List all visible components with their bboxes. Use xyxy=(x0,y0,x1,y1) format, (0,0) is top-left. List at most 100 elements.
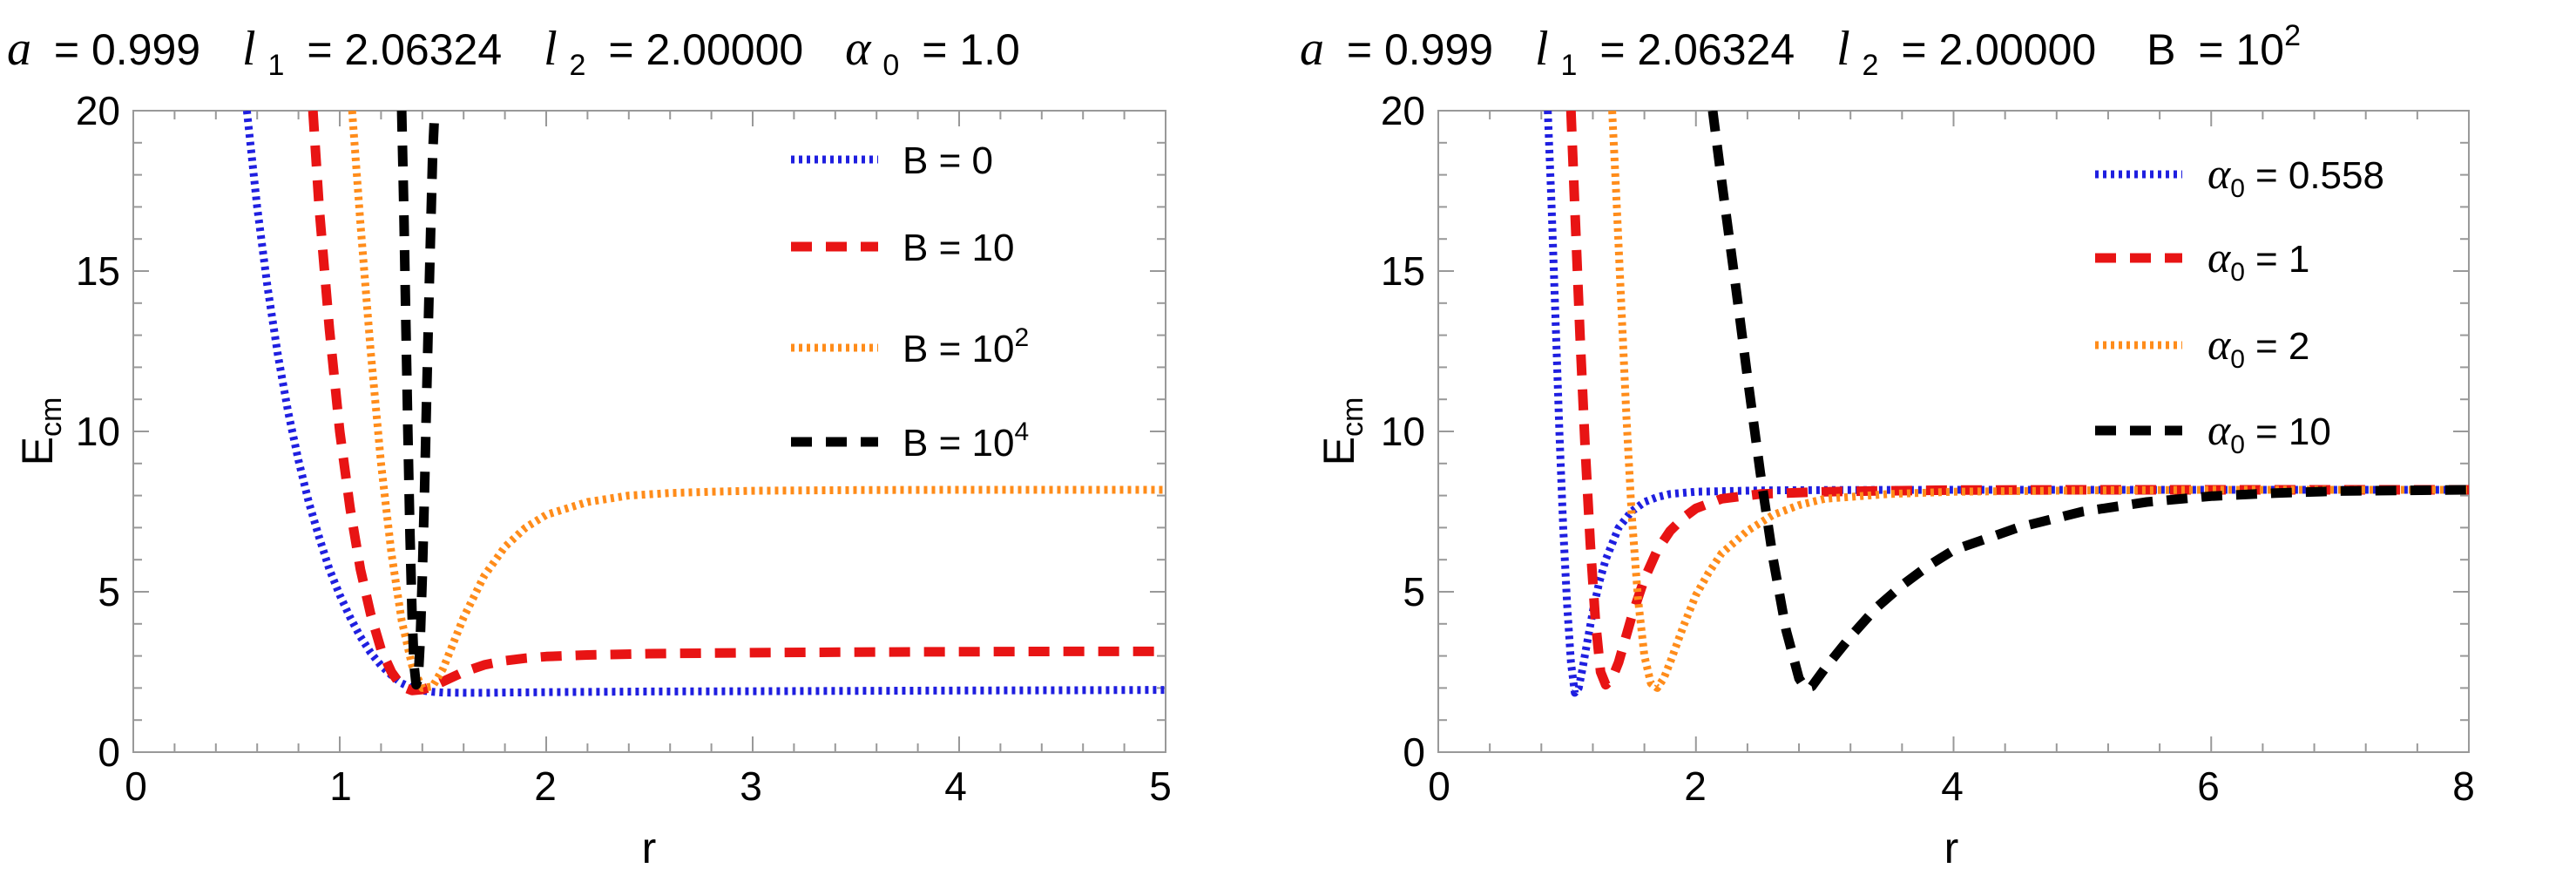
title-param-value: = 1.0 xyxy=(922,25,1020,74)
chart-left: a = 0.999 l 1 = 2.06324 l 2 = 2.00000 α … xyxy=(7,22,1172,872)
x-tick-label: 2 xyxy=(534,763,557,809)
y-tick-label: 0 xyxy=(98,729,120,775)
x-tick-label: 1 xyxy=(329,763,352,809)
legend: α0 = 0.558 α0 = 1 α0 = 2 α0 = 10 xyxy=(2095,149,2384,459)
x-tick-labels: 0 2 4 6 8 xyxy=(1428,763,2475,809)
x-axis-label: r xyxy=(1944,824,1959,872)
title-param-symbol: B xyxy=(2147,25,2175,74)
y-axis-label-main: E xyxy=(1315,437,1363,465)
legend-label-b10: B = 10 xyxy=(903,227,1014,269)
series-line xyxy=(1608,111,2469,692)
legend-label-alpha-10: α0 = 10 xyxy=(2208,405,2331,459)
series-line xyxy=(242,111,1166,697)
title-a-value: = 0.999 xyxy=(54,25,200,74)
legend-b100-superscript: 2 xyxy=(1014,323,1029,352)
legend-b10-text: B = 10 xyxy=(903,227,1014,269)
title-param-superscript: 2 xyxy=(2284,19,2301,52)
legend-alpha-symbol: α xyxy=(2208,149,2232,198)
y-axis-label: Ecm xyxy=(1315,397,1369,466)
legend-b0-text: B = 0 xyxy=(903,139,993,182)
x-tick-label: 3 xyxy=(740,763,762,809)
legend-alpha-subscript: 0 xyxy=(2230,345,2245,374)
y-tick-labels: 0 5 10 15 20 xyxy=(1381,88,1425,775)
title-l2-symbol: l xyxy=(1836,22,1850,76)
legend: B = 0 B = 10 B = 102 B = 104 xyxy=(791,139,1029,465)
title-l1-symbol: l xyxy=(1535,22,1549,76)
legend-alpha-symbol: α xyxy=(2208,405,2232,454)
legend-alpha-value: = 1 xyxy=(2255,238,2309,281)
title-l1-subscript: 1 xyxy=(1561,49,1578,82)
series-line xyxy=(1544,111,2469,697)
title-param-value: = 10 xyxy=(2198,25,2284,74)
x-tick-label: 0 xyxy=(125,763,147,809)
legend-b10000-text: B = 10 xyxy=(903,422,1014,465)
legend-label-alpha-1: α0 = 1 xyxy=(2208,233,2309,287)
title-l1-subscript: 1 xyxy=(268,49,285,82)
title-a-symbol: a xyxy=(1300,22,1324,76)
title-a-value: = 0.999 xyxy=(1347,25,1493,74)
title-l1-symbol: l xyxy=(242,22,256,76)
legend-label-b0: B = 0 xyxy=(903,139,993,182)
x-tick-label: 6 xyxy=(2197,763,2220,809)
axis-ticks xyxy=(132,110,1166,753)
title-l2-subscript: 2 xyxy=(1863,49,1879,82)
y-tick-label: 10 xyxy=(76,409,120,454)
y-tick-label: 5 xyxy=(1403,569,1425,614)
legend-b10000-superscript: 4 xyxy=(1014,417,1029,446)
series-group xyxy=(242,111,1166,697)
x-axis-label: r xyxy=(642,824,657,872)
chart-left-title: a = 0.999 l 1 = 2.06324 l 2 = 2.00000 α … xyxy=(7,22,1020,85)
legend-label-alpha-2: α0 = 2 xyxy=(2208,320,2309,374)
y-axis-label-subscript: cm xyxy=(1336,397,1369,437)
title-param-subscript: 0 xyxy=(882,49,899,82)
series-line xyxy=(308,111,1166,695)
title-l2-value: = 2.00000 xyxy=(608,25,803,74)
title-l2-symbol: l xyxy=(544,22,558,76)
title-param-symbol: α xyxy=(845,22,872,76)
legend-alpha-value: = 2 xyxy=(2255,325,2309,368)
x-tick-label: 2 xyxy=(1684,763,1707,809)
legend-alpha-value: = 0.558 xyxy=(2255,154,2384,197)
y-tick-label: 0 xyxy=(1403,729,1425,775)
title-l1-value: = 2.06324 xyxy=(307,25,502,74)
axis-ticks xyxy=(1437,110,2470,753)
series-group xyxy=(1544,111,2469,697)
x-tick-label: 4 xyxy=(1941,763,1964,809)
y-tick-label: 5 xyxy=(98,569,120,614)
legend-label-b100: B = 102 xyxy=(903,323,1029,370)
legend-alpha-symbol: α xyxy=(2208,320,2232,369)
legend-alpha-symbol: α xyxy=(2208,233,2232,282)
series-line xyxy=(1707,111,2469,693)
x-tick-label: 5 xyxy=(1149,763,1172,809)
y-tick-label: 10 xyxy=(1381,409,1425,454)
chart-right: a = 0.999 l 1 = 2.06324 l 2 = 2.00000 B … xyxy=(1300,19,2475,872)
chart-right-title: a = 0.999 l 1 = 2.06324 l 2 = 2.00000 B … xyxy=(1300,19,2301,85)
title-a-symbol: a xyxy=(7,22,31,76)
y-tick-label: 20 xyxy=(1381,88,1425,133)
title-l2-value: = 2.00000 xyxy=(1901,25,2096,74)
y-axis-label-main: E xyxy=(13,437,62,465)
legend-label-b10000: B = 104 xyxy=(903,417,1029,465)
x-tick-label: 4 xyxy=(944,763,967,809)
legend-b100-text: B = 10 xyxy=(903,328,1014,370)
y-tick-label: 20 xyxy=(76,88,120,133)
x-tick-label: 0 xyxy=(1428,763,1450,809)
title-l1-value: = 2.06324 xyxy=(1599,25,1795,74)
x-tick-labels: 0 1 2 3 4 5 xyxy=(125,763,1172,809)
legend-alpha-value: = 10 xyxy=(2255,410,2331,453)
legend-label-alpha-0558: α0 = 0.558 xyxy=(2208,149,2384,203)
y-axis-label: Ecm xyxy=(13,397,68,466)
legend-alpha-subscript: 0 xyxy=(2230,258,2245,287)
y-tick-label: 15 xyxy=(76,248,120,294)
y-tick-label: 15 xyxy=(1381,248,1425,294)
y-axis-label-subscript: cm xyxy=(35,397,68,437)
series-line xyxy=(396,111,440,690)
x-tick-label: 8 xyxy=(2452,763,2475,809)
series-line xyxy=(1565,111,2469,690)
series-line xyxy=(348,111,1166,692)
legend-alpha-subscript: 0 xyxy=(2230,174,2245,203)
y-tick-labels: 0 5 10 15 20 xyxy=(76,88,120,775)
legend-alpha-subscript: 0 xyxy=(2230,431,2245,459)
title-l2-subscript: 2 xyxy=(570,49,586,82)
